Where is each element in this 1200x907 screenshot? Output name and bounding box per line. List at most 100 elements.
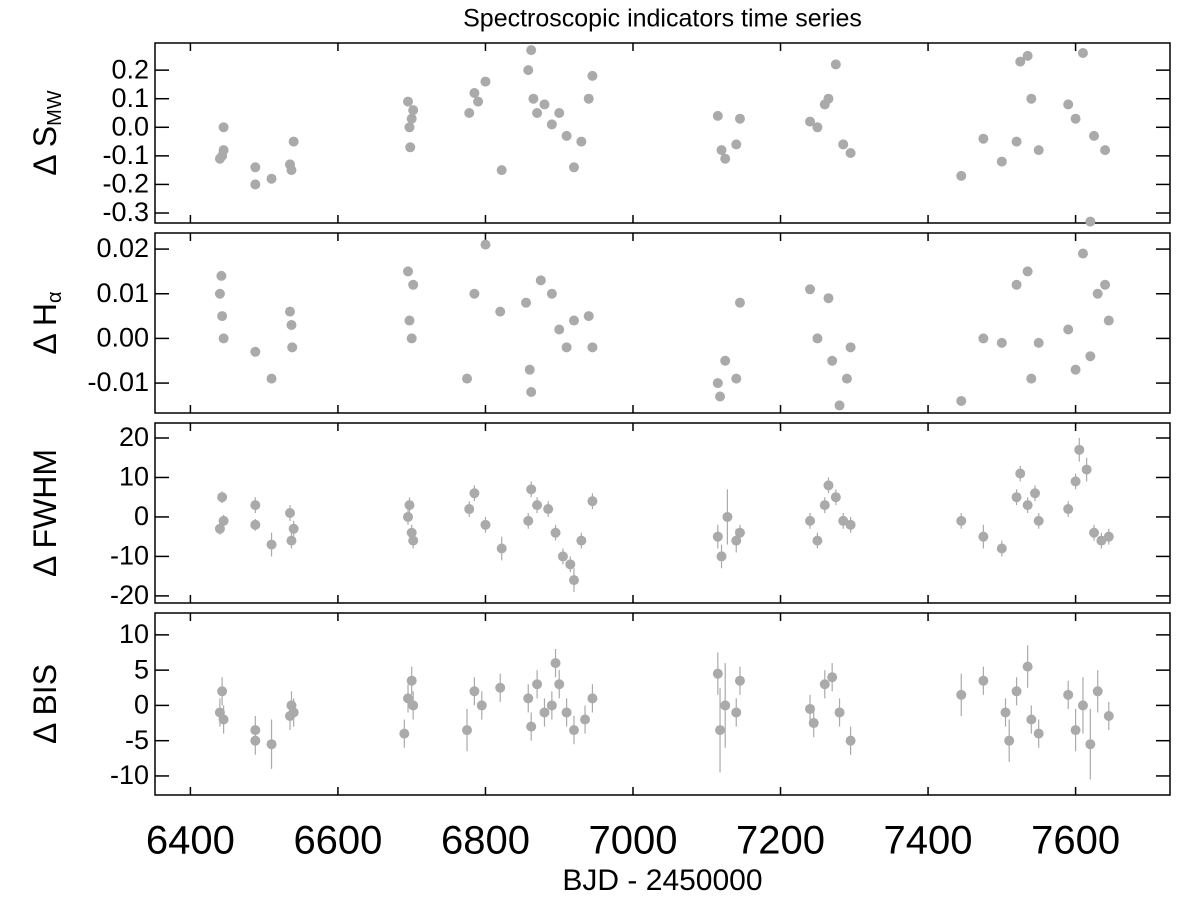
y-tick-label: -0.01 xyxy=(87,367,149,397)
data-point xyxy=(805,515,816,526)
data-point xyxy=(805,116,816,127)
data-point xyxy=(956,170,967,181)
data-point xyxy=(996,543,1007,554)
data-point xyxy=(715,391,726,402)
data-point xyxy=(266,539,277,550)
x-tick-label: 7600 xyxy=(1031,819,1120,863)
y-axis-label: Δ FWHM xyxy=(27,449,63,577)
x-tick-label: 7400 xyxy=(884,819,973,863)
y-tick-label: -10 xyxy=(110,760,149,790)
data-point xyxy=(218,333,229,344)
data-point xyxy=(1103,710,1114,721)
data-point xyxy=(583,311,594,322)
plot-frame xyxy=(154,612,1171,796)
data-point xyxy=(495,682,506,693)
data-point xyxy=(1070,113,1081,124)
data-point xyxy=(287,342,298,353)
data-point xyxy=(587,693,598,704)
data-point xyxy=(217,686,228,697)
data-point xyxy=(550,658,561,669)
data-point xyxy=(1030,488,1041,499)
data-point xyxy=(956,395,967,406)
data-point xyxy=(845,148,856,158)
data-point xyxy=(473,96,484,107)
data-point xyxy=(408,105,419,116)
data-point xyxy=(576,535,587,546)
plot-frame xyxy=(154,42,1171,224)
data-point xyxy=(1015,468,1026,479)
data-point xyxy=(720,355,731,366)
data-point xyxy=(1100,279,1111,290)
y-axis-label-main: Δ H xyxy=(27,303,63,355)
data-point xyxy=(978,133,989,144)
data-point xyxy=(250,162,261,173)
data-point xyxy=(218,714,229,725)
data-point xyxy=(288,136,299,147)
data-point xyxy=(1092,288,1103,299)
data-point xyxy=(587,342,598,353)
data-point xyxy=(403,266,414,277)
data-point xyxy=(528,93,539,104)
y-axis-label: Δ BIS xyxy=(27,664,63,744)
data-point xyxy=(734,297,745,308)
data-point xyxy=(214,288,225,299)
data-point xyxy=(812,122,823,133)
y-axis-label: Δ SMW xyxy=(27,90,66,176)
data-point xyxy=(284,508,295,518)
data-point xyxy=(286,165,297,176)
data-point xyxy=(1033,728,1044,739)
data-point xyxy=(250,725,261,736)
data-point xyxy=(480,239,491,250)
data-point xyxy=(523,65,534,76)
data-point xyxy=(404,315,415,326)
data-point xyxy=(250,179,261,190)
data-point xyxy=(1089,130,1100,141)
data-point xyxy=(266,173,277,184)
data-point xyxy=(568,575,579,586)
data-point xyxy=(827,672,838,683)
data-point xyxy=(1063,504,1074,515)
data-point xyxy=(812,333,823,344)
data-point xyxy=(496,543,507,554)
data-point xyxy=(1011,686,1022,697)
y-tick-label: 20 xyxy=(119,422,149,452)
data-point xyxy=(978,675,989,686)
data-point xyxy=(266,739,277,750)
data-point xyxy=(1089,527,1100,538)
data-point xyxy=(524,364,535,375)
data-point xyxy=(535,275,546,286)
y-tick-label: 0.0 xyxy=(111,111,149,141)
data-point xyxy=(217,492,228,503)
data-point xyxy=(403,96,414,107)
data-point xyxy=(712,110,723,121)
plot-frame xyxy=(154,422,1171,604)
data-point xyxy=(469,288,480,299)
data-point xyxy=(550,527,561,538)
y-tick-label: -5 xyxy=(125,725,149,755)
data-point xyxy=(1077,48,1088,58)
data-point xyxy=(406,333,417,344)
data-point xyxy=(532,500,543,511)
data-point xyxy=(838,515,849,526)
data-point xyxy=(1070,364,1081,375)
data-point xyxy=(406,113,417,124)
data-point xyxy=(526,484,537,495)
data-point xyxy=(480,519,491,530)
data-point xyxy=(1096,535,1107,546)
x-tick-label: 7000 xyxy=(589,819,678,863)
data-point xyxy=(845,735,856,746)
data-point xyxy=(218,515,229,526)
data-point xyxy=(812,535,823,546)
data-point xyxy=(734,113,745,124)
data-point xyxy=(712,378,723,389)
y-tick-label: -0.2 xyxy=(102,169,149,199)
data-point xyxy=(720,153,731,164)
data-point xyxy=(399,728,410,739)
data-point xyxy=(1085,216,1096,227)
data-point xyxy=(712,531,723,542)
data-point xyxy=(1092,686,1103,697)
data-point xyxy=(838,139,849,150)
data-point xyxy=(956,515,967,526)
x-tick-label: 7200 xyxy=(736,819,825,863)
data-point xyxy=(1063,689,1074,700)
